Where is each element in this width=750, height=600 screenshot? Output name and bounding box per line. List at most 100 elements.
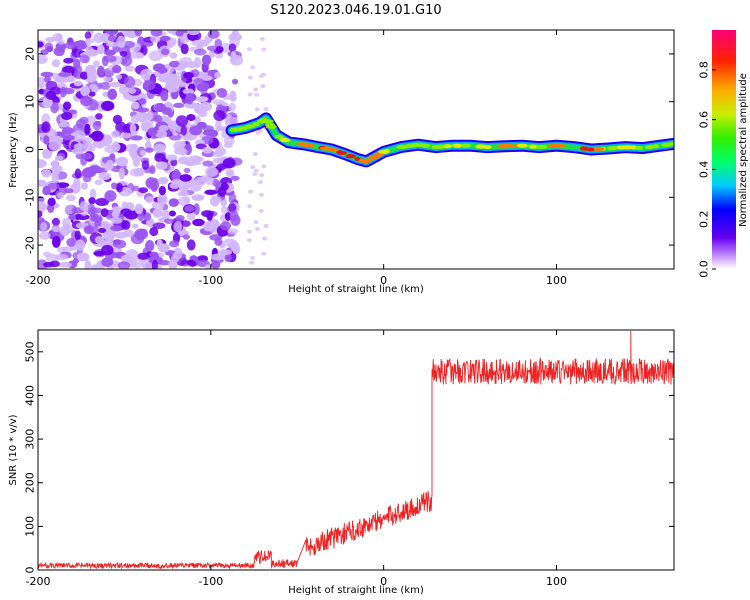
noise-blob (73, 80, 83, 87)
noise-blob (151, 259, 158, 269)
ridge-hotspot (363, 159, 370, 164)
noise-blob (154, 129, 168, 139)
noise-blob (254, 92, 260, 97)
noise-blob (157, 177, 169, 185)
noise-blob (56, 192, 65, 199)
noise-blob (229, 210, 239, 222)
noise-blob (141, 261, 154, 269)
noise-blob (54, 155, 64, 162)
noise-blob (180, 125, 188, 136)
noise-blob (95, 113, 103, 120)
ridge-hotspot (579, 146, 587, 151)
ridge-hotspot (421, 143, 431, 148)
noise-blob (173, 102, 185, 109)
noise-blob (173, 220, 183, 233)
noise-blob (202, 160, 214, 167)
noise-blob (209, 195, 220, 207)
noise-blob (79, 201, 89, 212)
noise-blob (110, 225, 123, 232)
noise-blob (122, 30, 130, 37)
noise-blob (101, 257, 114, 267)
noise-blob (219, 249, 233, 256)
noise-blob (128, 87, 137, 94)
ridge-hotspot (262, 119, 274, 124)
noise-blob (45, 80, 58, 91)
noise-blob (188, 179, 203, 192)
noise-blob (119, 50, 128, 57)
noise-blob (108, 81, 122, 88)
spectrogram-x-tick-label: 0 (380, 274, 387, 287)
noise-blob (253, 87, 259, 92)
noise-blob (51, 160, 59, 169)
noise-blob (201, 210, 214, 218)
noise-blob (260, 72, 266, 77)
noise-blob (184, 205, 195, 212)
noise-blob (131, 101, 140, 110)
noise-blob (100, 208, 109, 218)
ridge-hotspot (475, 144, 486, 149)
ridge-hotspot (594, 147, 602, 152)
noise-blob (117, 132, 132, 139)
noise-blob (98, 172, 111, 181)
colorbar-tick-label: 0.8 (698, 61, 711, 79)
noise-blob (260, 84, 266, 89)
noise-blob (224, 253, 232, 263)
noise-blob (177, 156, 190, 165)
ridge-hotspot (586, 147, 595, 152)
noise-blob (104, 190, 117, 202)
snr-x-tick-label: 0 (380, 575, 387, 588)
noise-blob (150, 30, 163, 37)
noise-blob (136, 52, 144, 59)
noise-blob (178, 185, 190, 193)
noise-blob (254, 227, 260, 232)
noise-blob (247, 92, 253, 97)
noise-blob (189, 125, 203, 136)
noise-blob (45, 36, 57, 43)
noise-blob (140, 45, 148, 56)
noise-blob (47, 197, 56, 207)
noise-blob (259, 173, 265, 178)
noise-blob (139, 150, 147, 156)
noise-blob (158, 185, 166, 196)
noise-blob (148, 50, 163, 62)
noise-blob (142, 80, 156, 91)
snr-x-tick-label: -200 (26, 575, 51, 588)
spectrogram-y-tick-label: 20 (24, 47, 37, 61)
ridge-hotspot (622, 145, 634, 150)
noise-blob (247, 75, 253, 80)
noise-blob (88, 91, 96, 97)
snr-x-tick-label: -100 (198, 575, 223, 588)
noise-blob (74, 168, 82, 179)
noise-blob (80, 182, 88, 190)
noise-blob (75, 239, 86, 251)
noise-blob (157, 243, 170, 253)
spectrogram-noise-layer (38, 30, 269, 269)
noise-blob (134, 203, 144, 215)
snr-y-tick-label: 400 (24, 385, 37, 406)
noise-blob (175, 115, 189, 127)
noise-blob (262, 236, 268, 241)
colorbar-tick-label: 0.0 (698, 260, 711, 278)
noise-blob (83, 225, 94, 235)
noise-blob (159, 35, 171, 42)
noise-blob (142, 212, 152, 221)
noise-blob (246, 47, 252, 52)
noise-blob (94, 179, 103, 186)
noise-blob (152, 208, 163, 218)
noise-blob (73, 143, 86, 150)
noise-blob (76, 252, 90, 262)
noise-blob (163, 218, 175, 224)
noise-blob (62, 65, 75, 74)
noise-blob (51, 235, 61, 248)
noise-blob (147, 127, 158, 137)
snr-x-axis: -200 -100 0 100 (26, 330, 567, 588)
noise-blob (228, 203, 237, 213)
noise-blob (100, 81, 111, 90)
noise-blob (68, 214, 77, 221)
noise-blob (89, 207, 103, 214)
noise-blob (183, 72, 194, 79)
snr-ylabel: SNR (10 * v/v) (8, 414, 19, 485)
noise-blob (187, 61, 198, 69)
noise-blob (194, 48, 207, 56)
